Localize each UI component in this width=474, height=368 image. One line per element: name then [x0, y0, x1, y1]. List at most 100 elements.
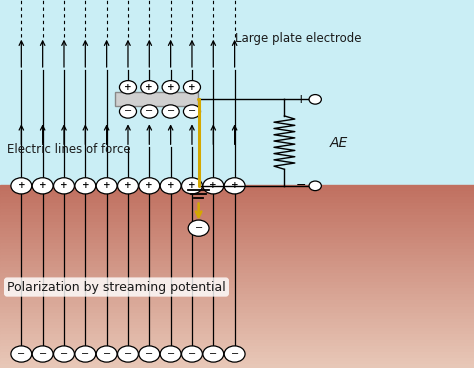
Text: +: + [188, 181, 196, 190]
Circle shape [75, 346, 96, 362]
Circle shape [203, 178, 224, 194]
Bar [0, 273, 474, 277]
Bar [0, 349, 474, 353]
Bar [0, 331, 474, 335]
Text: −: − [230, 350, 239, 358]
Bar [0, 270, 474, 274]
Circle shape [141, 81, 158, 94]
Circle shape [139, 178, 160, 194]
Text: +: + [39, 181, 46, 190]
Text: +: + [146, 181, 153, 190]
Text: −: − [17, 350, 26, 358]
Bar [0, 337, 474, 341]
Text: +: + [18, 181, 25, 190]
Text: +: + [146, 83, 153, 92]
Bar [0, 313, 474, 316]
Bar [0, 334, 474, 338]
Bar [0, 222, 474, 225]
Bar [0, 203, 474, 207]
Bar [0, 191, 474, 195]
Bar [0, 276, 474, 280]
Circle shape [162, 105, 179, 118]
Text: AE: AE [329, 135, 348, 150]
Text: −: − [166, 107, 175, 116]
Bar [0, 258, 474, 262]
Bar [0, 194, 474, 198]
Bar [0, 307, 474, 310]
Bar [115, 92, 198, 106]
Circle shape [11, 178, 32, 194]
Bar [0, 264, 474, 268]
Text: Large plate electrode: Large plate electrode [235, 32, 361, 45]
Circle shape [224, 178, 245, 194]
Bar [0, 197, 474, 201]
Bar [0, 279, 474, 283]
Circle shape [32, 346, 53, 362]
Bar [0, 316, 474, 319]
Bar [0, 234, 474, 237]
Bar [0, 297, 474, 301]
Text: +: + [82, 181, 89, 190]
Circle shape [119, 81, 137, 94]
Bar [0, 346, 474, 350]
Circle shape [96, 346, 117, 362]
Bar [0, 216, 474, 219]
Bar [0, 322, 474, 326]
Bar [0, 300, 474, 304]
Bar [0, 243, 474, 247]
Circle shape [162, 81, 179, 94]
Text: +: + [188, 83, 196, 92]
Circle shape [54, 346, 74, 362]
Bar [0, 261, 474, 265]
Bar [0, 294, 474, 298]
Text: −: − [124, 107, 132, 116]
Bar [0, 212, 474, 216]
Text: +: + [167, 83, 174, 92]
Circle shape [160, 178, 181, 194]
Bar [0, 304, 474, 307]
Circle shape [11, 346, 32, 362]
Circle shape [183, 105, 201, 118]
Bar [0, 227, 474, 231]
Bar [0, 325, 474, 329]
Bar [0, 358, 474, 362]
Text: +: + [60, 181, 68, 190]
Text: −: − [188, 350, 196, 358]
Bar [0, 185, 474, 189]
Circle shape [188, 220, 209, 236]
Text: −: − [60, 350, 68, 358]
Text: −: − [38, 350, 47, 358]
Text: −: − [124, 350, 132, 358]
Bar [0, 352, 474, 356]
Text: −: − [296, 179, 306, 192]
Circle shape [309, 181, 321, 191]
Bar [0, 361, 474, 365]
Bar [0, 282, 474, 286]
Text: +: + [124, 83, 132, 92]
Text: Electric lines of force: Electric lines of force [7, 142, 131, 156]
Bar [0, 285, 474, 289]
Bar [0, 355, 474, 359]
Bar [0, 240, 474, 244]
Bar [0, 328, 474, 332]
Circle shape [203, 346, 224, 362]
Bar [0, 340, 474, 344]
Circle shape [119, 105, 137, 118]
Bar [0, 255, 474, 259]
Text: +: + [167, 181, 174, 190]
Text: −: − [81, 350, 90, 358]
Bar [0, 289, 474, 292]
Circle shape [75, 178, 96, 194]
Circle shape [309, 95, 321, 104]
Circle shape [54, 178, 74, 194]
Bar [0, 267, 474, 271]
Circle shape [182, 178, 202, 194]
Bar [0, 291, 474, 295]
Bar [0, 0, 474, 186]
Bar [0, 224, 474, 228]
Bar [0, 209, 474, 213]
Text: +: + [124, 181, 132, 190]
Text: +: + [103, 181, 110, 190]
Bar [0, 249, 474, 252]
Bar [0, 231, 474, 234]
